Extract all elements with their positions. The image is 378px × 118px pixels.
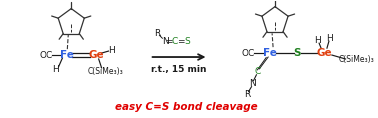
Text: =: = (177, 37, 185, 46)
Text: Fe: Fe (60, 50, 74, 60)
Text: S: S (184, 37, 190, 46)
Text: N: N (249, 79, 256, 88)
Text: C: C (172, 37, 178, 46)
Text: Ge: Ge (89, 50, 105, 60)
Text: H: H (314, 36, 321, 45)
Text: C(SiMe₃)₃: C(SiMe₃)₃ (88, 67, 123, 76)
Text: H: H (108, 46, 115, 55)
Text: R: R (245, 90, 251, 99)
Text: R: R (154, 29, 161, 38)
Text: N: N (163, 37, 169, 46)
Text: r.t., 15 min: r.t., 15 min (151, 65, 207, 74)
Text: H: H (327, 34, 333, 43)
Text: C(SiMe₃)₃: C(SiMe₃)₃ (338, 55, 374, 65)
Text: H: H (52, 65, 59, 74)
Text: C: C (254, 67, 260, 76)
Text: S: S (293, 48, 301, 58)
Text: easy C=S bond cleavage: easy C=S bond cleavage (115, 102, 257, 112)
Text: OC: OC (242, 49, 255, 58)
Text: =: = (166, 37, 173, 46)
Text: Ge: Ge (316, 48, 332, 58)
Text: OC: OC (39, 51, 53, 60)
Text: Fe: Fe (263, 48, 277, 58)
